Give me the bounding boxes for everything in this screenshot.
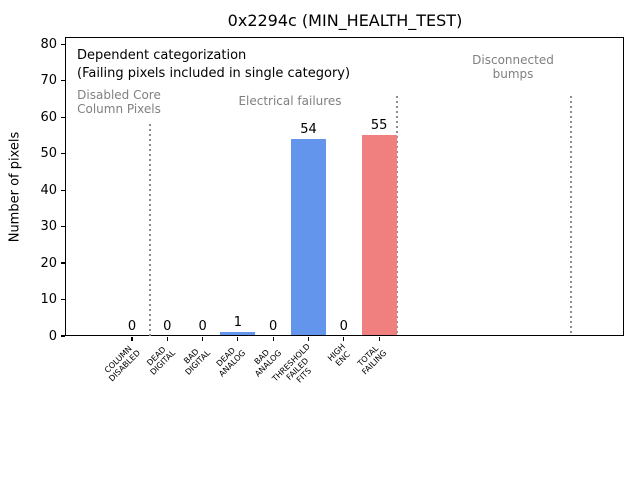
bar-value-label: 0: [339, 319, 348, 334]
section-label: Disconnected bumps: [472, 53, 554, 81]
y-tick: [61, 335, 65, 337]
bar-value-label: 1: [233, 315, 243, 331]
y-tick-label: 40: [40, 182, 57, 198]
y-tick: [61, 153, 65, 155]
section-label: Electrical failures: [238, 94, 342, 108]
y-tick: [61, 80, 65, 82]
x-tick-label: BAD DIGITAL: [182, 347, 213, 377]
annotation-text: Dependent categorization: [77, 48, 247, 63]
bar-value-label: 54: [300, 122, 317, 138]
section-divider-line: [570, 96, 573, 336]
y-tick: [61, 116, 65, 118]
y-tick: [61, 298, 65, 301]
x-tick: [343, 337, 345, 341]
x-tick-label: DEAD ANALOG: [214, 345, 248, 379]
section-divider-line: [148, 124, 151, 336]
x-tick: [378, 337, 380, 341]
x-tick: [272, 337, 274, 341]
bar: [220, 332, 256, 335]
y-tick-label: 30: [40, 219, 57, 235]
y-tick: [61, 262, 65, 264]
x-tick-label: HIGH ENC: [326, 342, 353, 368]
x-tick: [131, 337, 133, 341]
y-tick: [61, 226, 65, 228]
y-tick-label: 80: [40, 36, 57, 52]
y-tick-label: 0: [48, 328, 57, 344]
x-tick: [202, 337, 204, 341]
annotation-text: (Failing pixels included in single categ…: [77, 66, 351, 81]
bar: [361, 135, 397, 335]
bar-value-label: 0: [127, 319, 137, 334]
x-tick-label: COLUMN DISABLED: [102, 344, 142, 384]
x-tick-label: DEAD DIGITAL: [145, 344, 178, 377]
y-tick-label: 10: [40, 292, 57, 308]
y-tick: [61, 189, 65, 191]
bar-value-label: 0: [198, 319, 207, 334]
section-divider-line: [395, 96, 398, 336]
bar-value-label: 55: [370, 118, 388, 134]
y-tick-label: 20: [40, 255, 57, 271]
bar-value-label: 0: [269, 319, 278, 334]
chart-title: 0x2294c (MIN_HEALTH_TEST): [227, 11, 463, 30]
section-label: Disabled Core Column Pixels: [77, 88, 161, 116]
x-tick: [166, 337, 168, 341]
bar-value-label: 0: [163, 319, 172, 334]
y-tick-label: 70: [40, 73, 57, 89]
axes-frame: [65, 37, 624, 336]
y-tick: [61, 43, 65, 45]
x-tick-label: TOTAL FAILING: [356, 343, 389, 377]
bar: [291, 139, 326, 335]
y-tick-label: 60: [40, 109, 57, 125]
x-tick: [237, 337, 239, 341]
y-tick-label: 50: [40, 146, 57, 162]
x-tick: [307, 337, 310, 341]
